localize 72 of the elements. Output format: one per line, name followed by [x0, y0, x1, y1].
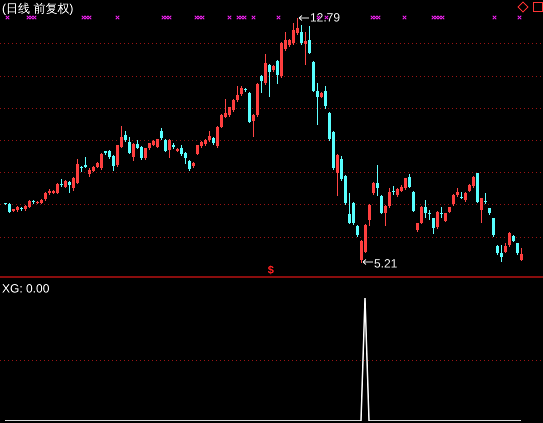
candlestick	[516, 242, 519, 256]
candlestick	[388, 188, 391, 208]
candlestick	[308, 26, 311, 54]
candlestick	[68, 180, 71, 194]
chart-title: XG: 0.00	[2, 281, 50, 296]
text: $	[268, 264, 274, 277]
candlestick	[304, 32, 307, 66]
chart-title: (日线 前复权)	[2, 1, 74, 16]
candlestick	[324, 86, 327, 110]
candlestick	[276, 60, 279, 84]
candlestick	[492, 218, 495, 238]
candlestick	[300, 24, 303, 46]
candlestick	[464, 192, 467, 202]
candlestick	[436, 210, 439, 230]
candlestick	[8, 202, 11, 214]
candlestick	[480, 198, 483, 224]
candlestick	[292, 22, 295, 46]
candlestick	[440, 206, 443, 218]
candlestick	[520, 248, 523, 262]
candlestick	[84, 156, 87, 168]
candlestick	[452, 194, 455, 206]
candlestick	[424, 200, 427, 218]
candlestick	[352, 202, 355, 226]
candlestick	[264, 54, 267, 86]
candlestick	[128, 136, 131, 154]
candlestick	[372, 182, 375, 196]
candlestick	[188, 160, 191, 172]
candlestick	[252, 114, 255, 138]
candlestick	[368, 204, 371, 226]
candlestick	[240, 86, 243, 96]
candlestick	[220, 114, 223, 128]
candlestick	[316, 82, 319, 126]
candlestick	[496, 244, 499, 256]
candlestick	[132, 142, 135, 162]
candlestick	[420, 206, 423, 224]
annotation: 12.79	[310, 10, 340, 24]
candlestick	[508, 232, 511, 248]
candlestick	[56, 182, 59, 194]
candlestick	[376, 164, 379, 196]
annotation: 5.21	[374, 256, 398, 270]
candlestick	[236, 86, 239, 102]
candlestick	[168, 138, 171, 158]
candlestick	[76, 158, 79, 184]
candlestick	[140, 146, 143, 160]
candlestick	[196, 144, 199, 156]
candlestick	[432, 218, 435, 234]
candlestick	[100, 152, 103, 170]
candlestick	[484, 192, 487, 204]
candlestick	[472, 176, 475, 188]
candlestick	[384, 204, 387, 226]
candlestick	[268, 64, 271, 98]
candlestick	[380, 194, 383, 214]
candlestick	[404, 178, 407, 190]
candlestick	[160, 128, 163, 140]
candlestick	[428, 210, 431, 220]
candlestick	[144, 148, 147, 160]
candlestick	[348, 192, 351, 224]
candlestick	[180, 144, 183, 156]
candlestick	[260, 74, 263, 94]
candlestick	[184, 152, 187, 164]
candlestick	[336, 154, 339, 196]
candlestick	[112, 154, 115, 172]
candlestick	[216, 126, 219, 148]
candlestick	[504, 242, 507, 254]
candlestick	[208, 130, 211, 142]
candlestick	[500, 244, 503, 262]
candlestick	[232, 98, 235, 112]
candlestick	[356, 224, 359, 238]
candlestick	[124, 130, 127, 142]
candlestick	[164, 138, 167, 152]
candlestick	[412, 190, 415, 212]
candlestick	[408, 174, 411, 188]
